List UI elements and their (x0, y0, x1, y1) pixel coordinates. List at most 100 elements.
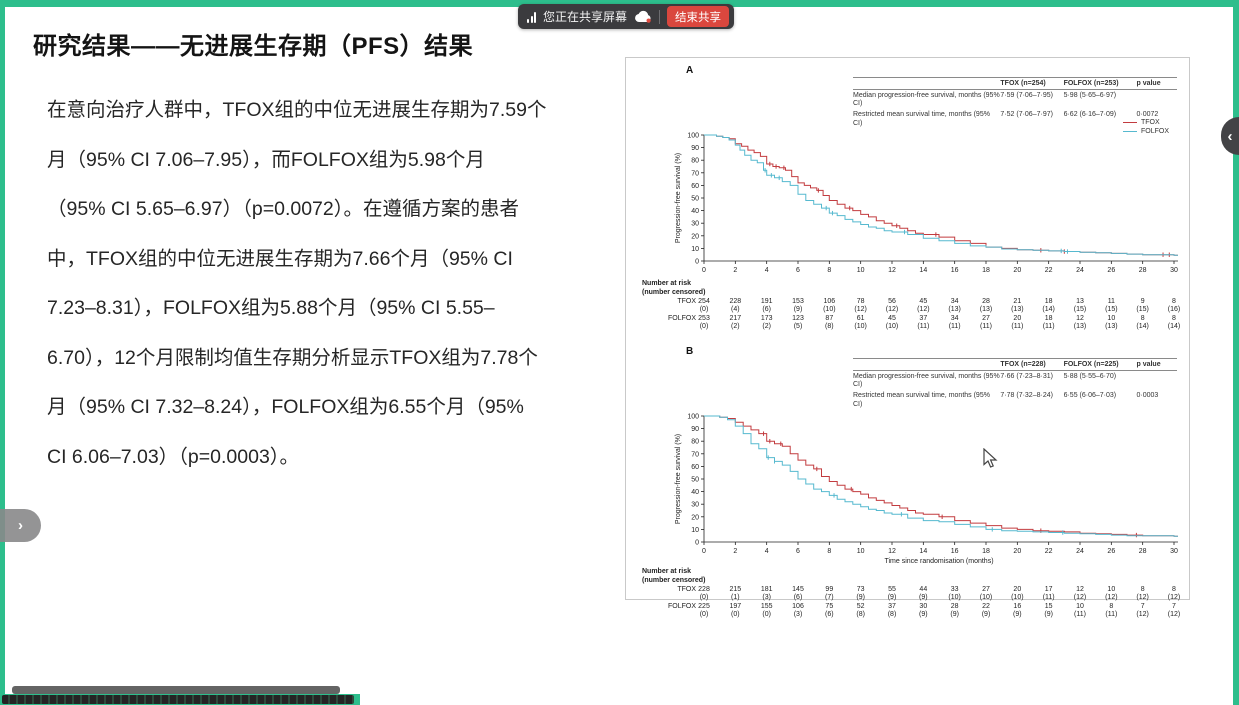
risk-value: 45 (888, 315, 896, 322)
legend-label: TFOX (1140, 119, 1160, 126)
svg-text:80: 80 (691, 439, 699, 446)
risk-cell: 30 (9) (907, 603, 939, 619)
svg-text:0: 0 (695, 540, 699, 547)
risk-value: 106 (823, 298, 836, 305)
legend: TFOX FOLFOX (1122, 118, 1169, 136)
risk-cell: 8 (12) (1158, 586, 1190, 602)
risk-cell: 228 (0) (688, 586, 720, 602)
risk-value: 7 (1172, 603, 1176, 610)
body-line: 月（95% CI 7.32–8.24），FOLFOX组为6.55个月（95% (47, 396, 524, 418)
svg-text:0: 0 (702, 267, 706, 274)
risk-censored: (16) (1167, 306, 1181, 313)
svg-text:8: 8 (827, 267, 831, 274)
risk-cell: 33 (10) (939, 586, 971, 602)
risk-value: 37 (888, 603, 896, 610)
stats-table: TFOX (n=254) FOLFOX (n=253) p value Median … (853, 77, 1177, 129)
mouse-cursor (983, 447, 998, 474)
share-frame-right (1233, 0, 1239, 705)
stats-cell (1136, 92, 1177, 109)
risk-censored: (9) (1013, 611, 1022, 618)
km-curve-FOLFOX (704, 415, 1178, 537)
risk-value: 12 (1076, 315, 1084, 322)
risk-value: 45 (919, 298, 928, 305)
risk-censored: (10) (979, 594, 993, 601)
page-title: 研究结果——无进展生存期（PFS）结果 (33, 33, 474, 60)
svg-text:12: 12 (888, 548, 896, 555)
risk-censored: (13) (948, 306, 961, 313)
svg-text:14: 14 (919, 548, 927, 555)
end-share-button[interactable]: 结束共享 (667, 6, 730, 27)
svg-text:40: 40 (691, 489, 699, 496)
risk-censored: (14) (1042, 306, 1055, 313)
risk-censored: (13) (979, 306, 993, 313)
risk-censored: (12) (854, 306, 867, 313)
risk-value: 10 (1076, 603, 1084, 610)
svg-text:26: 26 (1107, 548, 1115, 555)
risk-value: 173 (760, 315, 773, 322)
body-line: CI 6.06–7.03）（p=0.0003）。 (47, 445, 300, 468)
svg-text:70: 70 (691, 170, 699, 177)
risk-censored: (3) (762, 594, 771, 601)
risk-value: 27 (982, 586, 990, 593)
svg-text:10: 10 (691, 246, 699, 253)
body-text: 在意向治疗人群中，TFOX组的中位无进展生存期为7.59个 月（95% CI 7.… (47, 86, 622, 482)
risk-value: 37 (919, 315, 928, 322)
risk-censored: (10) (854, 323, 867, 330)
risk-censored: (8) (887, 611, 897, 618)
risk-cell: 56 (12) (876, 298, 908, 314)
risk-value: 34 (950, 298, 959, 305)
signal-bars-icon (527, 11, 536, 23)
risk-value: 8 (1109, 603, 1114, 610)
risk-censored: (13) (1011, 306, 1024, 313)
body-line: 6.70），12个月限制均值生存期分析显示TFOX组为7.78个 (47, 346, 538, 369)
risk-censored: (12) (885, 306, 899, 313)
risk-row-FOLFOX: FOLFOX 225 (0) 197 (0) 155 (0) 106 (3) 75 (6) 52 (8)… (626, 602, 1189, 619)
risk-value: 44 (919, 586, 928, 593)
risk-cell: 44 (9) (907, 586, 939, 602)
risk-censored: (8) (825, 323, 834, 330)
risk-value: 16 (1013, 603, 1022, 610)
stats-cell: 7·66 (7·23–8·31) (1000, 372, 1053, 380)
cloud-upload-icon[interactable] (634, 10, 652, 23)
risk-value: 228 (698, 586, 710, 593)
risk-censored: (5) (793, 323, 803, 330)
next-slide-button[interactable]: › (0, 509, 41, 542)
risk-value: 106 (792, 603, 804, 610)
caption-bar (2, 695, 354, 704)
km-curve-TFOX (704, 415, 1178, 537)
stats-header-cell (853, 80, 1000, 89)
risk-value: 52 (856, 603, 865, 610)
risk-censored: (15) (1136, 306, 1149, 313)
svg-text:90: 90 (691, 426, 699, 433)
svg-text:16: 16 (951, 548, 959, 555)
stats-cell: 7·52 (7·06–7·97) (1000, 111, 1053, 118)
chevron-left-icon: ‹ (1227, 127, 1233, 145)
risk-cell: 13 (15) (1064, 298, 1096, 314)
risk-cell: 191 (6) (751, 298, 783, 314)
svg-text:6: 6 (796, 267, 800, 274)
collapse-panel-button[interactable]: ‹ (1221, 117, 1239, 155)
risk-row-label: FOLFOX (667, 315, 696, 322)
risk-cell: 20 (11) (1001, 315, 1033, 331)
svg-text:10: 10 (857, 548, 865, 555)
risk-censored: (13) (1073, 323, 1087, 330)
risk-cell: 11 (15) (1095, 298, 1127, 314)
risk-censored: (0) (699, 323, 709, 330)
risk-cell: 228 (4) (719, 298, 751, 314)
body-line: 中，TFOX组的中位无进展生存期为7.66个月（95% CI (47, 247, 513, 270)
risk-cell: 10 (12) (1095, 586, 1127, 602)
risk-cell: 18 (14) (1033, 298, 1065, 314)
risk-cell: 27 (11) (970, 315, 1002, 331)
risk-censored: (10) (1011, 594, 1024, 601)
risk-cell: 87 (8) (813, 315, 845, 331)
svg-text:22: 22 (1045, 267, 1053, 274)
svg-text:26: 26 (1107, 267, 1115, 274)
svg-text:Progression-free survival (%): Progression-free survival (%) (675, 434, 682, 524)
stats-cell: Median progression-free survival, months… (853, 91, 1000, 108)
risk-value: 215 (729, 586, 742, 593)
risk-value: 225 (698, 603, 710, 610)
risk-cell: 99 (7) (813, 586, 845, 602)
svg-text:50: 50 (691, 477, 699, 484)
svg-text:24: 24 (1076, 267, 1084, 274)
